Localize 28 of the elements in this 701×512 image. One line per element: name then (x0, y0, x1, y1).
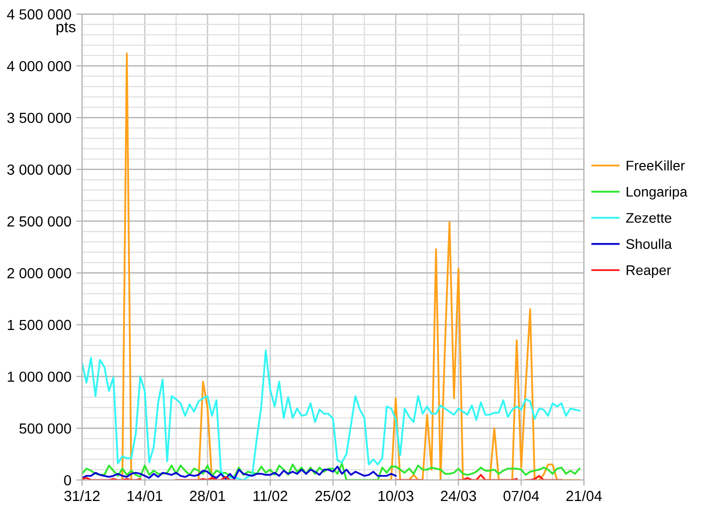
x-tick-label: 11/02 (254, 490, 288, 502)
y-axis-title: pts (56, 22, 76, 36)
legend-label: Shoulla (626, 238, 672, 249)
y-tick-label: 2 000 000 (7, 268, 72, 278)
legend-label: FreeKiller (626, 160, 685, 171)
line-series (82, 462, 580, 480)
y-tick-label: 3 500 000 (7, 112, 72, 124)
y-tick-label: 4 500 000 (7, 9, 72, 20)
y-tick-label: 1 500 000 (8, 320, 72, 330)
y-tick-label: 1 000 000 (8, 372, 72, 382)
y-tick-label: 2 500 000 (7, 216, 72, 227)
x-tick-label: 25/02 (315, 490, 350, 502)
legend-label: Longaripa (626, 186, 688, 200)
x-tick-label: 24/03 (440, 490, 476, 502)
x-tick-label: 07/04 (504, 490, 540, 502)
x-tick-label: 14/01 (128, 490, 162, 502)
x-tick-label: 21/04 (566, 490, 602, 502)
y-tick-label: 500 000 (19, 423, 72, 434)
legend-label: Reaper (626, 265, 671, 278)
x-tick-label: 28/01 (190, 490, 226, 502)
x-tick-label: 31/12 (64, 490, 100, 502)
legend-label: Zezette (626, 213, 672, 223)
y-tick-label: 3 000 000 (7, 164, 72, 175)
y-tick-label: 0 (64, 475, 72, 486)
x-tick-label: 10/03 (378, 490, 414, 502)
line-series (82, 350, 580, 480)
y-tick-label: 4 000 000 (7, 60, 72, 72)
line-series (82, 466, 397, 480)
